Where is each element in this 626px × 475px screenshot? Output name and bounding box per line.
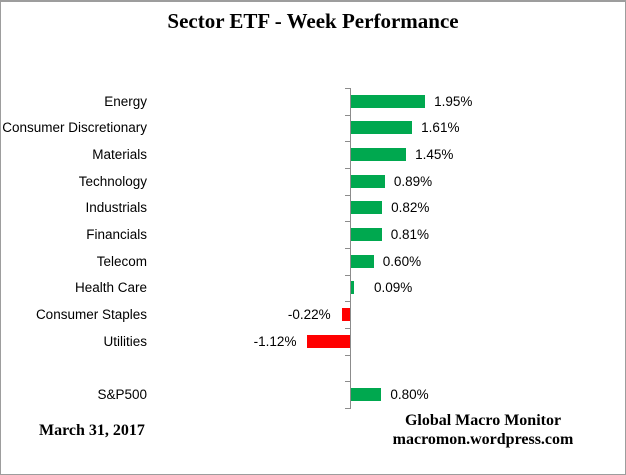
chart-row: Telecom 0.60%: [1, 248, 625, 275]
axis-tick: [345, 354, 350, 356]
chart-row: Consumer Discretionary 1.61%: [1, 115, 625, 142]
positive-bar: [351, 254, 374, 268]
axis-tick: [345, 114, 350, 116]
chart-row: Consumer Staples -0.22%: [1, 301, 625, 328]
value-label: 0.82%: [391, 200, 430, 216]
axis-tick: [345, 194, 350, 196]
category-label: Financials: [86, 227, 147, 243]
value-label: 0.09%: [374, 280, 413, 296]
axis-tick: [345, 408, 350, 409]
category-label: Consumer Discretionary: [2, 120, 147, 136]
positive-bar: [351, 94, 426, 108]
chart-row: Technology 0.89%: [1, 168, 625, 195]
axis-tick: [345, 274, 350, 276]
footer-source-name: Global Macro Monitor: [404, 412, 562, 429]
category-label: Industrials: [85, 200, 147, 216]
axis-tick: [345, 88, 350, 89]
positive-bar: [351, 388, 382, 402]
value-label: -0.22%: [287, 307, 331, 323]
chart-row: S&P500 0.80%: [1, 381, 625, 408]
category-label: Energy: [104, 93, 147, 109]
value-label: 0.81%: [390, 227, 430, 243]
category-label: S&P500: [97, 387, 147, 403]
value-label: -1.12%: [253, 333, 297, 349]
axis-tick: [345, 328, 350, 329]
category-label: Utilities: [103, 333, 147, 349]
axis-tick: [345, 248, 350, 249]
category-label: Consumer Staples: [35, 307, 147, 323]
positive-bar: [351, 201, 383, 215]
category-axis-line: [350, 88, 351, 409]
chart-title: Sector ETF - Week Performance: [167, 9, 459, 33]
category-label: Technology: [78, 173, 147, 189]
value-label: 0.60%: [382, 253, 422, 269]
positive-bar: [351, 121, 413, 135]
positive-bar: [351, 174, 385, 188]
chart-row: Health Care 0.09%: [1, 275, 625, 302]
chart-row: Industrials 0.82%: [1, 195, 625, 222]
chart-row: Utilities -1.12%: [1, 328, 625, 355]
positive-bar: [351, 228, 382, 242]
positive-bar: [351, 148, 407, 162]
value-label: 0.80%: [390, 387, 429, 403]
footer-source-credit: Global Macro Monitor macromon.wordpress.…: [363, 411, 603, 449]
category-label: Materials: [92, 147, 147, 163]
axis-tick: [345, 141, 350, 143]
category-label: Health Care: [74, 280, 147, 296]
chart-row: Energy 1.95%: [1, 88, 625, 115]
positive-bar: [351, 281, 355, 295]
value-label: 1.45%: [415, 147, 454, 163]
chart-row: Financials 0.81%: [1, 221, 625, 248]
axis-tick: [345, 381, 350, 383]
footer-source-url: macromon.wordpress.com: [392, 431, 574, 448]
chart-row: Materials 1.45%: [1, 141, 625, 168]
footer-date: March 31, 2017: [39, 422, 145, 439]
value-label: 1.61%: [421, 120, 460, 136]
value-label: 0.89%: [393, 173, 433, 189]
axis-tick: [345, 221, 350, 223]
negative-bar: [307, 334, 350, 348]
value-label: 1.95%: [434, 93, 473, 109]
category-label: Telecom: [96, 253, 147, 269]
axis-tick: [345, 168, 350, 169]
negative-bar: [341, 308, 350, 322]
axis-tick: [345, 301, 350, 303]
